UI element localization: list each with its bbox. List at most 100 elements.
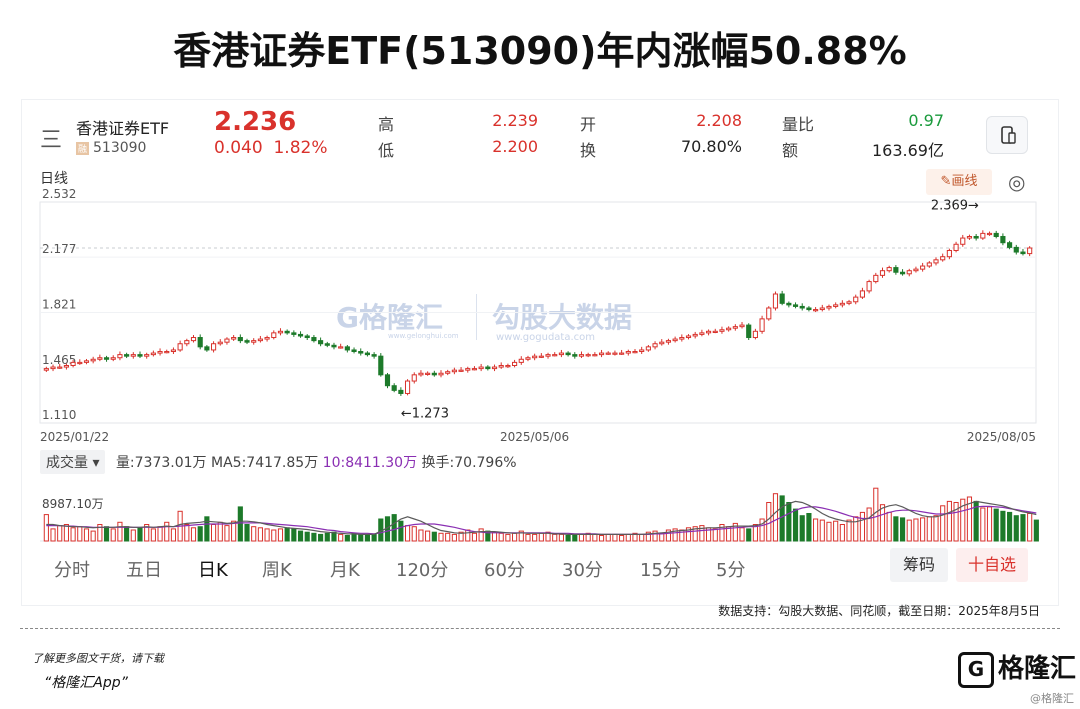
tab-60min[interactable]: 60分 <box>484 560 525 581</box>
volume-bar <box>598 535 605 542</box>
volume-bar <box>1000 510 1006 542</box>
open-value: 2.208 <box>696 111 742 130</box>
candle <box>364 352 370 356</box>
candle <box>792 304 799 307</box>
candle <box>177 343 183 351</box>
volume-bar <box>826 521 832 542</box>
candle <box>498 364 504 368</box>
volume-bar <box>739 527 745 542</box>
candle <box>619 352 625 355</box>
candle <box>478 366 484 370</box>
x-tick-label: 2025/08/05 <box>967 430 1036 444</box>
candle <box>404 380 411 394</box>
candle <box>699 332 705 335</box>
brand-handle: @格隆汇 <box>1030 692 1074 705</box>
security-name: 香港证券ETF <box>76 119 170 138</box>
candle <box>97 357 103 360</box>
volume-bar <box>318 533 324 542</box>
candle <box>632 351 638 354</box>
indicator-select[interactable]: 成交量 ▾ <box>40 450 106 474</box>
volume-bar <box>137 527 143 542</box>
volume-bar <box>792 508 799 542</box>
candle <box>237 337 243 342</box>
candle <box>304 335 310 339</box>
volume-bar <box>632 532 638 542</box>
volume-bar <box>398 520 404 542</box>
tab-month-k[interactable]: 月K <box>330 560 360 581</box>
candle <box>445 371 451 374</box>
draw-button[interactable]: ✎画线 <box>926 169 992 195</box>
candle <box>184 340 190 345</box>
tab-day-k[interactable]: 日K <box>198 560 228 581</box>
volume-bar <box>231 520 237 542</box>
candle <box>90 358 96 362</box>
volume-bar <box>110 528 116 542</box>
page-title: 香港证券ETF(513090)年内涨幅50.88% <box>173 29 907 73</box>
volume-bar <box>859 511 865 542</box>
settings-icon[interactable]: ◎ <box>1008 170 1026 194</box>
candle <box>752 330 758 339</box>
candle <box>291 332 297 335</box>
volume-bar <box>873 487 879 542</box>
volume-bar <box>164 521 170 542</box>
candle <box>150 352 156 356</box>
volume-bar <box>946 500 952 542</box>
volume-bar <box>324 532 330 542</box>
chips-button[interactable]: 筹码 <box>890 548 948 582</box>
tab-week-k[interactable]: 周K <box>262 560 292 581</box>
candle <box>311 337 317 342</box>
volume-bar <box>57 525 63 542</box>
volume-bar <box>63 524 69 542</box>
candle <box>190 337 197 342</box>
candle <box>458 369 464 372</box>
volume-bar <box>538 532 544 542</box>
volume-bar <box>866 507 872 542</box>
tab-5min[interactable]: 5分 <box>716 560 746 581</box>
volume-bar <box>899 517 906 542</box>
volume-bar <box>1027 513 1033 542</box>
indicator-select-label: 成交量 <box>46 455 88 471</box>
tab-five-day[interactable]: 五日 <box>126 560 162 581</box>
volume-bar <box>491 531 498 542</box>
low-value: 2.200 <box>492 137 538 156</box>
volume-bar <box>578 533 585 542</box>
volume-bar <box>819 519 825 542</box>
footer-line-1: 了解更多图文干货，请下载 <box>32 652 164 665</box>
data-source: 数据支持：勾股大数据、同花顺，截至日期：2025年8月5日 <box>718 604 1040 618</box>
candle <box>926 262 932 267</box>
volume-bar <box>585 532 591 542</box>
watermark-url: www.gogudata.com <box>496 332 596 343</box>
tab-120min[interactable]: 120分 <box>396 560 449 581</box>
phone-icon[interactable] <box>986 116 1028 154</box>
candle <box>913 268 919 272</box>
candle <box>940 256 946 261</box>
candle <box>57 366 63 369</box>
volume-bar <box>685 527 692 542</box>
volume-bar <box>940 505 946 542</box>
volume-bar <box>732 522 738 542</box>
volume-bar <box>906 519 912 542</box>
candle <box>297 333 304 337</box>
volume-bar <box>772 493 779 542</box>
candle <box>391 385 397 391</box>
y-tick-label: 2.532 <box>42 187 76 201</box>
ma5-line <box>46 500 1037 536</box>
margin-tag: 融 <box>76 141 90 155</box>
tab-30min[interactable]: 30分 <box>562 560 603 581</box>
menu-icon[interactable]: 三 <box>40 128 63 153</box>
candle <box>538 355 544 358</box>
tab-fenshi[interactable]: 分时 <box>54 560 90 581</box>
volume-bar <box>639 533 645 542</box>
volume-bar <box>699 525 705 542</box>
volume-bar <box>144 524 150 542</box>
candle <box>853 296 859 303</box>
candle <box>1027 247 1033 255</box>
volume-bar <box>886 511 892 542</box>
volume-bar <box>431 531 437 542</box>
tab-15min[interactable]: 15分 <box>640 560 681 581</box>
x-tick-label: 2025/01/22 <box>40 430 109 444</box>
candle <box>799 305 805 309</box>
candle <box>318 340 324 345</box>
add-watchlist-button[interactable]: 十自选 <box>956 548 1028 582</box>
